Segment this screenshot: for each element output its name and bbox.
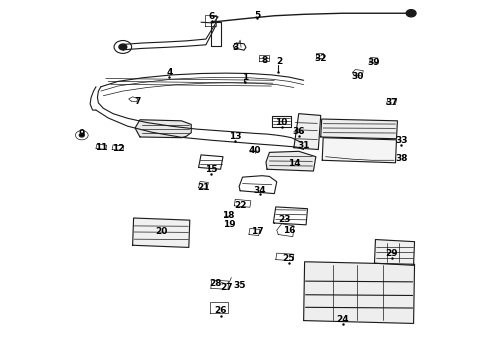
Text: 24: 24 — [337, 315, 349, 324]
Text: 22: 22 — [234, 201, 246, 210]
Text: 17: 17 — [251, 228, 264, 237]
Text: 28: 28 — [209, 279, 222, 288]
Text: 13: 13 — [229, 132, 242, 141]
Circle shape — [79, 134, 84, 137]
Text: 12: 12 — [112, 144, 124, 153]
Text: 3: 3 — [232, 43, 238, 52]
Text: 37: 37 — [385, 98, 398, 107]
Text: 14: 14 — [288, 159, 300, 168]
Text: 40: 40 — [248, 146, 261, 155]
Text: 20: 20 — [156, 228, 168, 237]
Polygon shape — [135, 120, 191, 138]
Text: 9: 9 — [78, 129, 84, 138]
Text: 32: 32 — [315, 54, 327, 63]
Polygon shape — [374, 239, 415, 265]
Text: 36: 36 — [293, 127, 305, 136]
Text: 29: 29 — [385, 249, 398, 258]
Polygon shape — [133, 218, 190, 247]
Text: 8: 8 — [262, 57, 268, 66]
Text: 6: 6 — [209, 12, 215, 21]
Text: 33: 33 — [395, 136, 408, 145]
Text: 4: 4 — [166, 68, 172, 77]
Text: 35: 35 — [234, 281, 246, 290]
Text: 10: 10 — [275, 118, 288, 127]
Polygon shape — [304, 262, 415, 323]
Text: 11: 11 — [95, 143, 107, 152]
Text: 15: 15 — [204, 165, 217, 174]
Text: 23: 23 — [278, 215, 291, 224]
Text: 39: 39 — [367, 58, 380, 67]
Text: 21: 21 — [197, 183, 210, 192]
Text: 18: 18 — [221, 211, 234, 220]
Text: 27: 27 — [220, 283, 233, 292]
Text: 30: 30 — [351, 72, 364, 81]
Text: 19: 19 — [223, 220, 236, 229]
Text: 16: 16 — [283, 226, 295, 235]
Text: 34: 34 — [253, 186, 266, 195]
Text: 7: 7 — [134, 96, 141, 105]
Circle shape — [406, 10, 416, 17]
Text: 1: 1 — [242, 73, 248, 82]
Polygon shape — [322, 138, 396, 163]
Polygon shape — [294, 114, 321, 149]
Text: 25: 25 — [283, 255, 295, 264]
Polygon shape — [266, 151, 316, 171]
Text: 5: 5 — [254, 10, 260, 19]
Text: 38: 38 — [395, 154, 408, 163]
Circle shape — [119, 44, 127, 50]
Text: 31: 31 — [297, 141, 310, 150]
Polygon shape — [321, 119, 397, 139]
Text: 2: 2 — [276, 57, 282, 66]
Text: 26: 26 — [214, 306, 227, 315]
